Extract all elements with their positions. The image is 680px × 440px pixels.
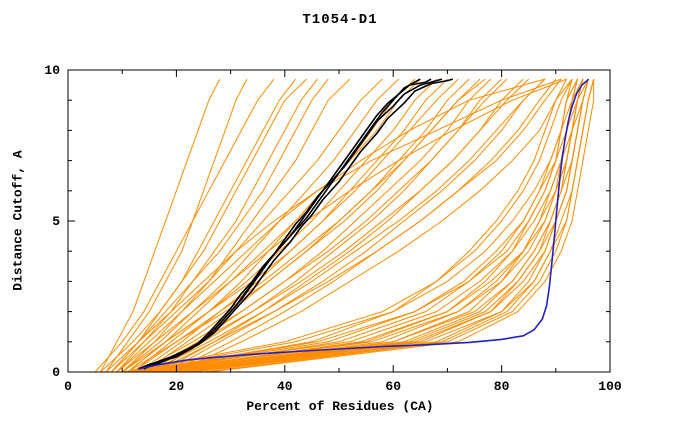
svg-text:20: 20 (169, 379, 185, 394)
svg-text:10: 10 (44, 63, 60, 78)
chart-title: T1054-D1 (302, 12, 378, 28)
svg-text:0: 0 (64, 379, 72, 394)
svg-text:80: 80 (494, 379, 510, 394)
svg-text:60: 60 (385, 379, 401, 394)
svg-text:0: 0 (52, 365, 60, 380)
svg-text:40: 40 (277, 379, 293, 394)
svg-text:100: 100 (598, 379, 622, 394)
x-axis-label: Percent of Residues (CA) (246, 399, 434, 414)
svg-text:5: 5 (52, 214, 60, 229)
